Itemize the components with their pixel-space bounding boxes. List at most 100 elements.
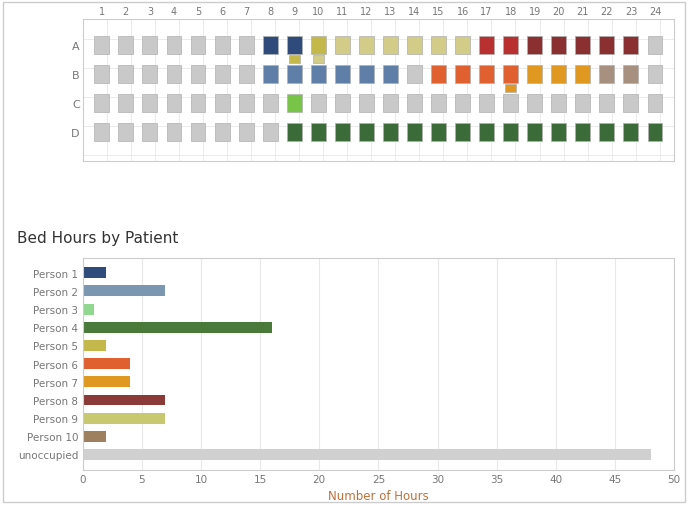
FancyBboxPatch shape [383,95,398,113]
Bar [83,286,165,297]
FancyBboxPatch shape [215,95,230,113]
FancyBboxPatch shape [311,37,325,55]
Bar [83,359,130,369]
FancyBboxPatch shape [94,66,109,84]
Bar [83,304,94,315]
FancyBboxPatch shape [263,124,278,141]
FancyBboxPatch shape [503,95,518,113]
FancyBboxPatch shape [551,95,566,113]
FancyBboxPatch shape [166,66,182,84]
FancyBboxPatch shape [142,95,158,113]
Text: Bed Hours by Patient: Bed Hours by Patient [17,230,179,245]
FancyBboxPatch shape [527,37,542,55]
Bar [83,449,651,460]
X-axis label: Number of Hours: Number of Hours [328,489,429,502]
FancyBboxPatch shape [551,66,566,84]
FancyBboxPatch shape [118,66,133,84]
FancyBboxPatch shape [623,37,638,55]
FancyBboxPatch shape [407,66,422,84]
FancyBboxPatch shape [383,124,398,141]
FancyBboxPatch shape [166,37,182,55]
Bar [83,268,106,279]
FancyBboxPatch shape [142,124,158,141]
FancyBboxPatch shape [118,37,133,55]
FancyBboxPatch shape [335,95,350,113]
Bar [83,322,272,333]
FancyBboxPatch shape [289,56,300,64]
FancyBboxPatch shape [166,95,182,113]
FancyBboxPatch shape [599,37,614,55]
FancyBboxPatch shape [335,37,350,55]
FancyBboxPatch shape [575,37,590,55]
FancyBboxPatch shape [455,66,470,84]
FancyBboxPatch shape [239,66,254,84]
FancyBboxPatch shape [479,37,494,55]
FancyBboxPatch shape [527,124,542,141]
FancyBboxPatch shape [505,85,516,93]
FancyBboxPatch shape [359,66,374,84]
FancyBboxPatch shape [142,37,158,55]
FancyBboxPatch shape [383,66,398,84]
FancyBboxPatch shape [455,37,470,55]
FancyBboxPatch shape [623,124,638,141]
FancyBboxPatch shape [575,124,590,141]
FancyBboxPatch shape [551,37,566,55]
FancyBboxPatch shape [431,37,446,55]
FancyBboxPatch shape [287,66,301,84]
FancyBboxPatch shape [335,124,350,141]
FancyBboxPatch shape [527,95,542,113]
FancyBboxPatch shape [166,124,182,141]
FancyBboxPatch shape [407,95,422,113]
FancyBboxPatch shape [623,95,638,113]
FancyBboxPatch shape [215,124,230,141]
FancyBboxPatch shape [118,124,133,141]
FancyBboxPatch shape [263,95,278,113]
FancyBboxPatch shape [94,37,109,55]
FancyBboxPatch shape [455,124,470,141]
FancyBboxPatch shape [527,66,542,84]
FancyBboxPatch shape [503,124,518,141]
FancyBboxPatch shape [551,124,566,141]
FancyBboxPatch shape [191,37,206,55]
Bar [83,413,165,424]
FancyBboxPatch shape [313,56,323,64]
FancyBboxPatch shape [407,37,422,55]
FancyBboxPatch shape [239,124,254,141]
FancyBboxPatch shape [479,124,494,141]
Bar [83,431,106,442]
FancyBboxPatch shape [599,124,614,141]
FancyBboxPatch shape [503,37,518,55]
Bar [83,377,130,387]
FancyBboxPatch shape [142,66,158,84]
FancyBboxPatch shape [287,95,301,113]
FancyBboxPatch shape [431,124,446,141]
FancyBboxPatch shape [407,124,422,141]
FancyBboxPatch shape [191,124,206,141]
FancyBboxPatch shape [287,37,301,55]
FancyBboxPatch shape [191,66,206,84]
FancyBboxPatch shape [647,124,663,141]
FancyBboxPatch shape [335,66,350,84]
FancyBboxPatch shape [239,37,254,55]
FancyBboxPatch shape [431,95,446,113]
FancyBboxPatch shape [239,95,254,113]
FancyBboxPatch shape [503,66,518,84]
FancyBboxPatch shape [359,37,374,55]
FancyBboxPatch shape [263,37,278,55]
FancyBboxPatch shape [311,66,325,84]
FancyBboxPatch shape [94,124,109,141]
FancyBboxPatch shape [479,95,494,113]
FancyBboxPatch shape [215,37,230,55]
FancyBboxPatch shape [215,66,230,84]
FancyBboxPatch shape [94,95,109,113]
FancyBboxPatch shape [599,95,614,113]
FancyBboxPatch shape [479,66,494,84]
FancyBboxPatch shape [599,66,614,84]
FancyBboxPatch shape [647,95,663,113]
FancyBboxPatch shape [287,124,301,141]
FancyBboxPatch shape [311,95,325,113]
FancyBboxPatch shape [191,95,206,113]
FancyBboxPatch shape [647,37,663,55]
FancyBboxPatch shape [575,66,590,84]
FancyBboxPatch shape [455,95,470,113]
